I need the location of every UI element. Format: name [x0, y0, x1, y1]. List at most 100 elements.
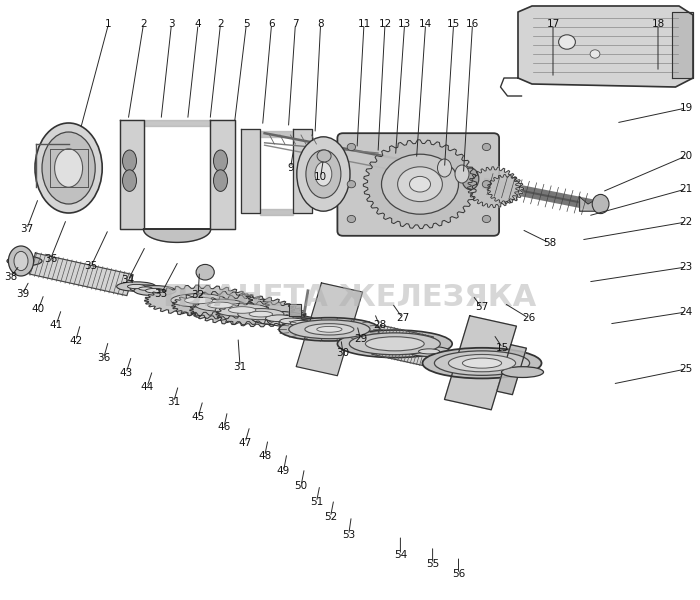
Text: 18: 18 — [652, 19, 664, 29]
Text: 16: 16 — [466, 19, 479, 29]
Ellipse shape — [501, 367, 543, 377]
Text: 2: 2 — [140, 19, 147, 29]
Text: 31: 31 — [167, 397, 180, 407]
Ellipse shape — [398, 167, 442, 202]
Ellipse shape — [317, 326, 342, 332]
Text: 22: 22 — [680, 217, 692, 227]
Ellipse shape — [279, 318, 323, 328]
Ellipse shape — [462, 168, 479, 190]
Ellipse shape — [438, 159, 452, 177]
Ellipse shape — [482, 181, 491, 188]
Ellipse shape — [214, 170, 228, 191]
Polygon shape — [293, 129, 312, 213]
Ellipse shape — [122, 170, 136, 191]
Text: 24: 24 — [680, 307, 692, 317]
Ellipse shape — [228, 307, 256, 313]
Ellipse shape — [317, 150, 331, 162]
Ellipse shape — [208, 302, 233, 308]
Text: 10: 10 — [314, 172, 327, 182]
Text: 7: 7 — [292, 19, 299, 29]
Ellipse shape — [265, 315, 293, 322]
Text: 2: 2 — [217, 19, 224, 29]
Text: 51: 51 — [310, 497, 323, 507]
Ellipse shape — [139, 287, 153, 290]
Text: 36: 36 — [97, 353, 110, 363]
Ellipse shape — [184, 297, 213, 304]
Polygon shape — [145, 285, 253, 316]
Ellipse shape — [195, 299, 246, 311]
Text: 34: 34 — [122, 275, 134, 285]
Polygon shape — [468, 167, 519, 208]
Text: 37: 37 — [20, 224, 33, 234]
Ellipse shape — [42, 132, 95, 204]
Ellipse shape — [315, 162, 332, 186]
Ellipse shape — [382, 154, 458, 214]
Ellipse shape — [365, 337, 424, 351]
Text: 58: 58 — [543, 238, 556, 248]
Polygon shape — [518, 6, 693, 87]
Text: 12: 12 — [379, 19, 391, 29]
Text: 15: 15 — [496, 343, 509, 353]
Polygon shape — [672, 12, 693, 78]
Ellipse shape — [280, 318, 304, 324]
Text: 36: 36 — [44, 254, 57, 264]
Ellipse shape — [410, 176, 430, 192]
Polygon shape — [296, 283, 363, 376]
Text: 21: 21 — [680, 184, 692, 194]
Text: 54: 54 — [394, 550, 407, 560]
Ellipse shape — [347, 143, 356, 151]
Ellipse shape — [171, 293, 226, 307]
Text: 4: 4 — [195, 19, 202, 29]
Polygon shape — [172, 292, 269, 319]
Text: 48: 48 — [258, 451, 271, 461]
Text: 45: 45 — [192, 412, 204, 422]
Polygon shape — [144, 229, 211, 242]
Text: 44: 44 — [141, 382, 153, 392]
Text: 31: 31 — [234, 362, 246, 372]
Text: 55: 55 — [426, 559, 439, 569]
Text: 33: 33 — [155, 289, 167, 299]
Ellipse shape — [35, 123, 102, 213]
Ellipse shape — [297, 137, 350, 211]
Ellipse shape — [423, 348, 542, 379]
Text: 53: 53 — [342, 530, 355, 540]
Polygon shape — [241, 129, 260, 213]
Ellipse shape — [196, 265, 214, 280]
Text: 46: 46 — [218, 422, 230, 432]
Ellipse shape — [130, 285, 161, 292]
Ellipse shape — [592, 194, 609, 214]
Ellipse shape — [482, 143, 491, 151]
Ellipse shape — [214, 150, 228, 172]
Polygon shape — [29, 253, 133, 296]
Ellipse shape — [347, 215, 356, 223]
Text: 13: 13 — [398, 19, 411, 29]
Ellipse shape — [215, 304, 269, 316]
Text: 43: 43 — [120, 368, 132, 378]
Text: 8: 8 — [317, 19, 324, 29]
Text: 38: 38 — [4, 272, 17, 282]
Polygon shape — [289, 304, 302, 316]
Text: ПЛАНЕТА ЖЕЛЕЗЯКА: ПЛАНЕТА ЖЕЛЕЗЯКА — [163, 283, 537, 311]
FancyBboxPatch shape — [337, 133, 499, 236]
Polygon shape — [363, 140, 477, 229]
Ellipse shape — [455, 165, 469, 183]
Ellipse shape — [8, 246, 34, 276]
Polygon shape — [580, 197, 601, 211]
Ellipse shape — [590, 50, 600, 58]
Ellipse shape — [14, 251, 28, 271]
Ellipse shape — [267, 315, 316, 327]
Text: 20: 20 — [680, 151, 692, 161]
Polygon shape — [210, 120, 235, 229]
Text: 52: 52 — [324, 512, 337, 522]
Text: 11: 11 — [358, 19, 370, 29]
Text: 57: 57 — [475, 302, 488, 312]
Text: 23: 23 — [680, 262, 692, 272]
Polygon shape — [260, 209, 293, 215]
Ellipse shape — [463, 358, 502, 368]
Ellipse shape — [7, 256, 42, 266]
Ellipse shape — [337, 330, 452, 358]
Text: 9: 9 — [287, 163, 294, 173]
Text: 1: 1 — [105, 19, 112, 29]
Ellipse shape — [408, 346, 450, 356]
Polygon shape — [497, 345, 526, 395]
